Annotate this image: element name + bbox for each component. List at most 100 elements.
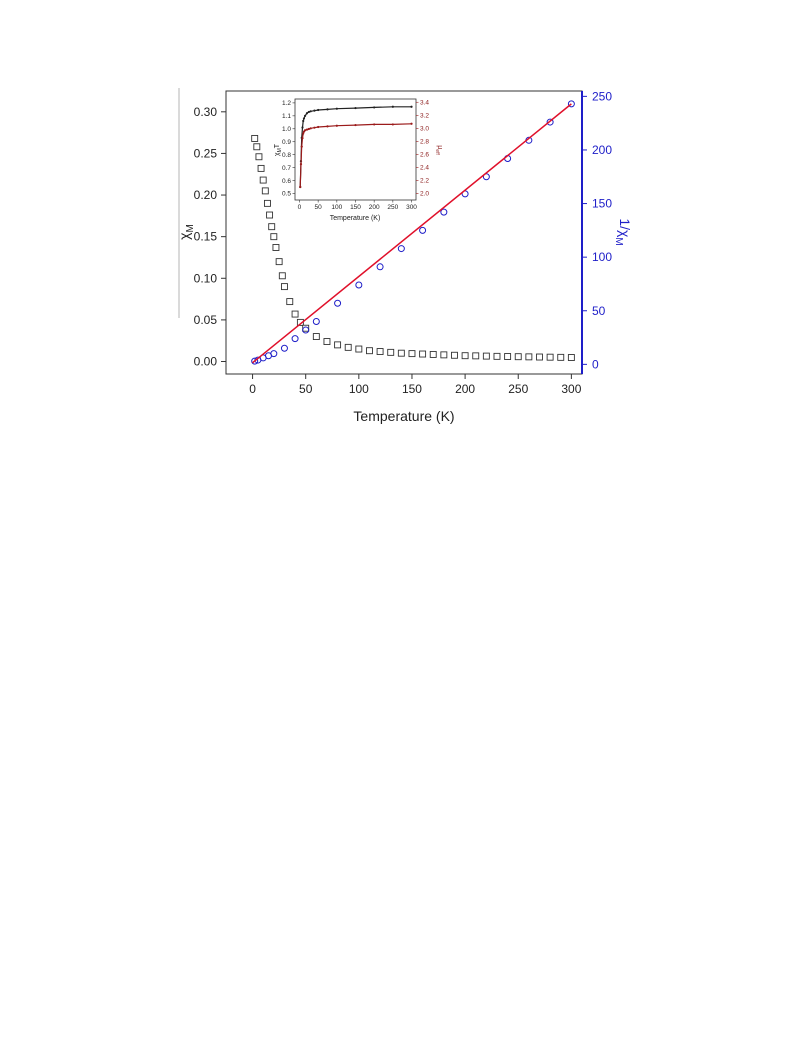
chi-point	[259, 176, 267, 184]
chi-point	[291, 310, 299, 318]
inv-chi-point	[546, 118, 554, 126]
main-chart: 0 50 100 150 200 250 300 0.00 0.05 0.10 0.15 0.20 0.…	[176, 89, 633, 424]
inset-mu-point	[299, 163, 303, 166]
inset-chiT-point	[305, 112, 309, 115]
inset-x-tick-label: 150	[350, 204, 361, 211]
inset-chiT-point	[326, 108, 329, 111]
inset-chiT-point	[354, 106, 357, 110]
inset-y-left-tick-label: 0.5	[282, 191, 291, 198]
y-right-tick-label: 0	[592, 357, 599, 371]
x-tick-label: 250	[508, 382, 528, 396]
inset-mu-point	[313, 126, 316, 129]
chi-point	[266, 211, 274, 219]
inv-chi-point	[291, 335, 299, 343]
inset-y-left-tick-label: 0.6	[282, 178, 291, 185]
inset-chiT-point	[309, 110, 312, 113]
chi-point	[408, 350, 416, 358]
chi-point	[419, 350, 427, 358]
y-left-tick-label: 0.05	[194, 313, 218, 327]
chi-point	[387, 348, 395, 356]
inset-chiT-point	[301, 126, 304, 129]
inset-mu-point	[410, 122, 413, 125]
chi-point	[253, 143, 261, 151]
y-left-axis-title: χM	[176, 224, 196, 240]
x-tick-label: 100	[349, 382, 369, 396]
inset-chiT-point	[391, 105, 394, 108]
inset-mu-point	[391, 123, 394, 126]
inset-mu-point	[335, 124, 338, 127]
inset-mu-point	[326, 125, 329, 128]
x-tick-label: 50	[299, 382, 313, 396]
y-left-tick-label: 0.10	[194, 271, 218, 285]
inv-chi-point	[280, 344, 288, 352]
chi-point	[397, 349, 405, 357]
inset-chiT-point	[410, 105, 413, 108]
inset-mu-point	[302, 132, 305, 135]
chi-point	[440, 351, 448, 359]
inset-y-left-tick-label: 0.8	[282, 152, 291, 159]
inset-x-tick-label: 250	[387, 204, 398, 211]
inv-chi-point	[312, 317, 320, 325]
inset-mu-point	[299, 185, 302, 189]
y-left-tick-label: 0.20	[194, 188, 218, 202]
chi-point	[536, 353, 543, 361]
inv-chi-point	[440, 208, 448, 216]
chi-point	[461, 352, 469, 360]
x-tick-label: 300	[561, 382, 581, 396]
chi-point	[366, 347, 373, 355]
inset-x-axis-title: Temperature (K)	[330, 215, 381, 222]
inset-y-left-tick-label: 1.2	[282, 100, 291, 107]
y-left-tick-label: 0.15	[194, 230, 218, 244]
inset-y-right-tick-label: 2.4	[420, 165, 429, 172]
y-right-axis-title: 1/χM	[613, 218, 633, 245]
inv-chi-point	[334, 299, 342, 307]
inset-mu-point	[307, 127, 310, 131]
inset-chiT-point	[307, 110, 310, 114]
chi-point	[312, 333, 320, 340]
inset-plot-frame	[294, 98, 417, 201]
inv-chi-point	[251, 357, 259, 365]
inv-chi-point	[419, 226, 427, 234]
inset-mu-point	[309, 127, 312, 130]
x-axis-title: Temperature (K)	[353, 408, 454, 424]
inset-axes-layer: 0 50 100 150 200 250 300 0.5 0.6 0.7 0.8 0.9 1.0 1.1 1…	[282, 99, 429, 211]
x-tick-label: 0	[249, 382, 256, 396]
chi-point	[286, 298, 294, 306]
inset-chiT-point	[303, 114, 307, 117]
chi-point	[263, 199, 271, 207]
inset-chiT-point	[313, 109, 316, 112]
chi-point	[493, 352, 501, 360]
inset-mu-point	[301, 136, 304, 140]
chi-point	[504, 353, 512, 360]
y-right-tick-label: 100	[592, 250, 612, 264]
x-tick-label: 200	[455, 382, 475, 396]
chi-point	[557, 353, 565, 361]
chi-point	[268, 223, 276, 231]
inset-y-left-tick-label: 0.7	[282, 165, 291, 172]
inset-chiT-point	[373, 106, 376, 109]
chi-point	[546, 353, 554, 361]
chi-point	[270, 233, 278, 241]
chi-point	[302, 324, 310, 332]
inset-x-tick-label: 200	[369, 204, 380, 211]
y-right-tick-label: 200	[592, 143, 612, 157]
inset-x-tick-label: 300	[406, 204, 417, 211]
inset-y-right-tick-label: 3.2	[420, 112, 429, 119]
chi-point	[251, 134, 259, 142]
inset-chiT-point	[302, 119, 305, 123]
inv-chi-point	[397, 245, 405, 253]
chi-point	[323, 338, 331, 345]
inset-y-right-tick-label: 3.4	[420, 99, 429, 106]
chi-point	[344, 343, 352, 351]
chi-point	[567, 354, 575, 361]
chi-point	[482, 352, 490, 360]
inset-mu-point	[300, 145, 303, 148]
x-tick-label: 150	[402, 382, 422, 396]
inset-y-left-tick-label: 1.0	[282, 126, 291, 133]
inv-chi-point	[355, 281, 363, 289]
inset-y-right-axis-title: μeff	[434, 145, 443, 155]
inset-y-left-tick-label: 0.9	[282, 139, 291, 146]
y-left-tick-label: 0.30	[194, 105, 218, 119]
fit-line	[252, 103, 572, 364]
